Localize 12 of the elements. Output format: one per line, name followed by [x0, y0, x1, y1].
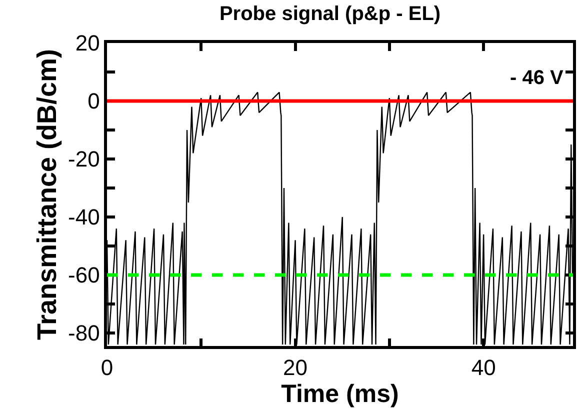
x-tick-label: 20 — [283, 355, 308, 380]
y-tick-label: -40 — [68, 204, 100, 230]
x-axis-title: Time (ms) — [281, 380, 399, 408]
y-axis-title: Transmittance (dB/cm) — [32, 48, 62, 340]
y-tick-label: -20 — [68, 146, 100, 172]
y-tick-label: 20 — [75, 30, 100, 56]
y-tick-label: -60 — [68, 262, 100, 288]
y-tick-label: -80 — [68, 320, 100, 346]
annotation: - 46 V — [510, 67, 564, 89]
y-tick-label: 0 — [88, 88, 100, 114]
x-tick-label: 40 — [471, 355, 496, 380]
chart-title: Probe signal (p&p - EL) — [219, 3, 441, 26]
